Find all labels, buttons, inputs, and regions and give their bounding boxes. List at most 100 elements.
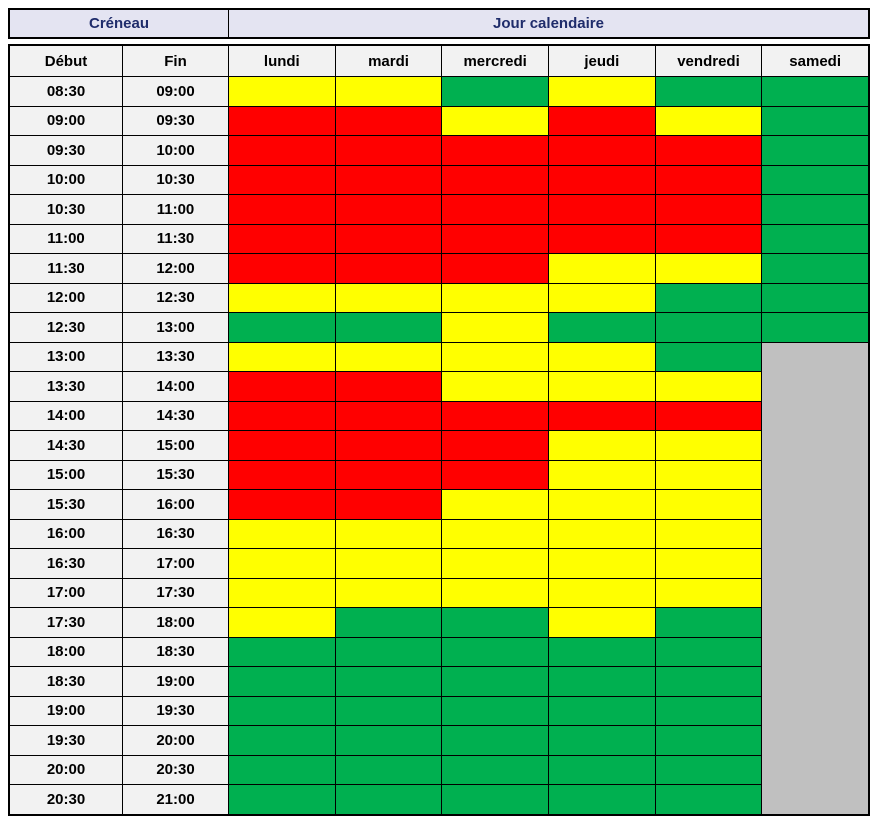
- debut-time-cell: 08:30: [10, 77, 122, 106]
- table-header-band: Créneau Jour calendaire: [8, 8, 870, 39]
- slot-jeudi-18:30: [548, 667, 655, 696]
- slot-jeudi-09:30: [548, 136, 655, 165]
- slot-mardi-15:00: [335, 460, 442, 489]
- slot-vendredi-16:00: [655, 519, 762, 548]
- slot-mercredi-12:00: [442, 283, 548, 312]
- slot-lundi-19:30: [229, 726, 335, 755]
- debut-time-cell: 20:00: [10, 755, 122, 784]
- slot-mercredi-19:30: [442, 726, 548, 755]
- day-column-header-mardi: mardi: [335, 46, 442, 76]
- fin-time-cell: 15:30: [123, 460, 228, 489]
- debut-time-cell: 12:00: [10, 283, 122, 312]
- fin-time-cell: 11:00: [123, 195, 228, 224]
- slot-lundi-20:00: [229, 755, 335, 784]
- slot-vendredi-17:30: [655, 608, 762, 637]
- slot-lundi-15:00: [229, 460, 335, 489]
- slot-mardi-15:30: [335, 490, 442, 519]
- fin-time-cell: 16:00: [123, 490, 228, 519]
- slot-vendredi-12:00: [655, 283, 762, 312]
- slot-lundi-12:30: [229, 313, 335, 342]
- debut-time-cell: 18:00: [10, 637, 122, 666]
- slot-mercredi-20:00: [442, 755, 548, 784]
- slot-vendredi-15:00: [655, 460, 762, 489]
- day-column-header-samedi: samedi: [762, 46, 868, 76]
- debut-time-cell: 10:00: [10, 165, 122, 194]
- slot-samedi-12:30: [762, 313, 868, 342]
- slot-samedi-09:00: [762, 106, 868, 135]
- slot-mercredi-09:30: [442, 136, 548, 165]
- day-column-header-jeudi: jeudi: [548, 46, 655, 76]
- slot-jeudi-19:30: [548, 726, 655, 755]
- slot-jeudi-20:30: [548, 785, 655, 814]
- slot-mercredi-08:30: [442, 77, 548, 106]
- fin-time-cell: 18:30: [123, 637, 228, 666]
- fin-time-cell: 13:00: [123, 313, 228, 342]
- slot-vendredi-13:00: [655, 342, 762, 371]
- slot-mardi-19:30: [335, 726, 442, 755]
- slot-lundi-08:30: [229, 77, 335, 106]
- slot-vendredi-10:00: [655, 165, 762, 194]
- slot-vendredi-20:00: [655, 755, 762, 784]
- debut-time-cell: 13:00: [10, 342, 122, 371]
- slot-jeudi-19:00: [548, 696, 655, 725]
- closed-gray-block: [762, 342, 868, 814]
- slot-jeudi-13:30: [548, 372, 655, 401]
- slot-mercredi-11:30: [442, 254, 548, 283]
- slot-lundi-15:30: [229, 490, 335, 519]
- fin-time-cell: 20:30: [123, 755, 228, 784]
- slot-mardi-11:00: [335, 224, 442, 253]
- debut-time-cell: 17:00: [10, 578, 122, 607]
- slot-vendredi-14:00: [655, 401, 762, 430]
- slot-mardi-09:30: [335, 136, 442, 165]
- slot-jeudi-14:00: [548, 401, 655, 430]
- slot-mercredi-12:30: [442, 313, 548, 342]
- fin-time-cell: 09:00: [123, 77, 228, 106]
- debut-time-cell: 17:30: [10, 608, 122, 637]
- slot-lundi-13:00: [229, 342, 335, 371]
- slot-lundi-09:00: [229, 106, 335, 135]
- fin-time-cell: 10:00: [123, 136, 228, 165]
- slot-vendredi-20:30: [655, 785, 762, 814]
- fin-time-cell: 20:00: [123, 726, 228, 755]
- fin-time-cell: 12:30: [123, 283, 228, 312]
- debut-time-cell: 20:30: [10, 785, 122, 814]
- slot-jeudi-10:30: [548, 195, 655, 224]
- slot-jeudi-10:00: [548, 165, 655, 194]
- debut-time-cell: 11:00: [10, 224, 122, 253]
- fin-time-cell: 17:00: [123, 549, 228, 578]
- slot-mardi-20:00: [335, 755, 442, 784]
- slot-vendredi-19:00: [655, 696, 762, 725]
- fin-time-cell: 11:30: [123, 224, 228, 253]
- slot-lundi-18:00: [229, 637, 335, 666]
- debut-time-cell: 14:30: [10, 431, 122, 460]
- debut-column-header: Début: [10, 46, 122, 76]
- slot-jeudi-20:00: [548, 755, 655, 784]
- slot-mercredi-14:30: [442, 431, 548, 460]
- slot-mardi-16:30: [335, 549, 442, 578]
- slot-mardi-18:00: [335, 637, 442, 666]
- debut-time-cell: 14:00: [10, 401, 122, 430]
- slot-lundi-10:00: [229, 165, 335, 194]
- slot-lundi-16:30: [229, 549, 335, 578]
- slot-mardi-12:00: [335, 283, 442, 312]
- slot-vendredi-09:30: [655, 136, 762, 165]
- day-column-header-mercredi: mercredi: [442, 46, 548, 76]
- slot-jeudi-15:30: [548, 490, 655, 519]
- slot-vendredi-14:30: [655, 431, 762, 460]
- slot-mercredi-10:00: [442, 165, 548, 194]
- slot-lundi-10:30: [229, 195, 335, 224]
- header-gap: [8, 39, 870, 44]
- debut-time-cell: 15:00: [10, 460, 122, 489]
- slot-lundi-11:30: [229, 254, 335, 283]
- slot-mardi-19:00: [335, 696, 442, 725]
- jour-calendaire-header: Jour calendaire: [229, 10, 868, 37]
- slot-mercredi-11:00: [442, 224, 548, 253]
- slot-mercredi-10:30: [442, 195, 548, 224]
- slot-samedi-12:00: [762, 283, 868, 312]
- slot-samedi-11:30: [762, 254, 868, 283]
- slot-vendredi-17:00: [655, 578, 762, 607]
- slot-mercredi-15:00: [442, 460, 548, 489]
- debut-time-cell: 15:30: [10, 490, 122, 519]
- slot-mercredi-17:00: [442, 578, 548, 607]
- slot-mardi-14:30: [335, 431, 442, 460]
